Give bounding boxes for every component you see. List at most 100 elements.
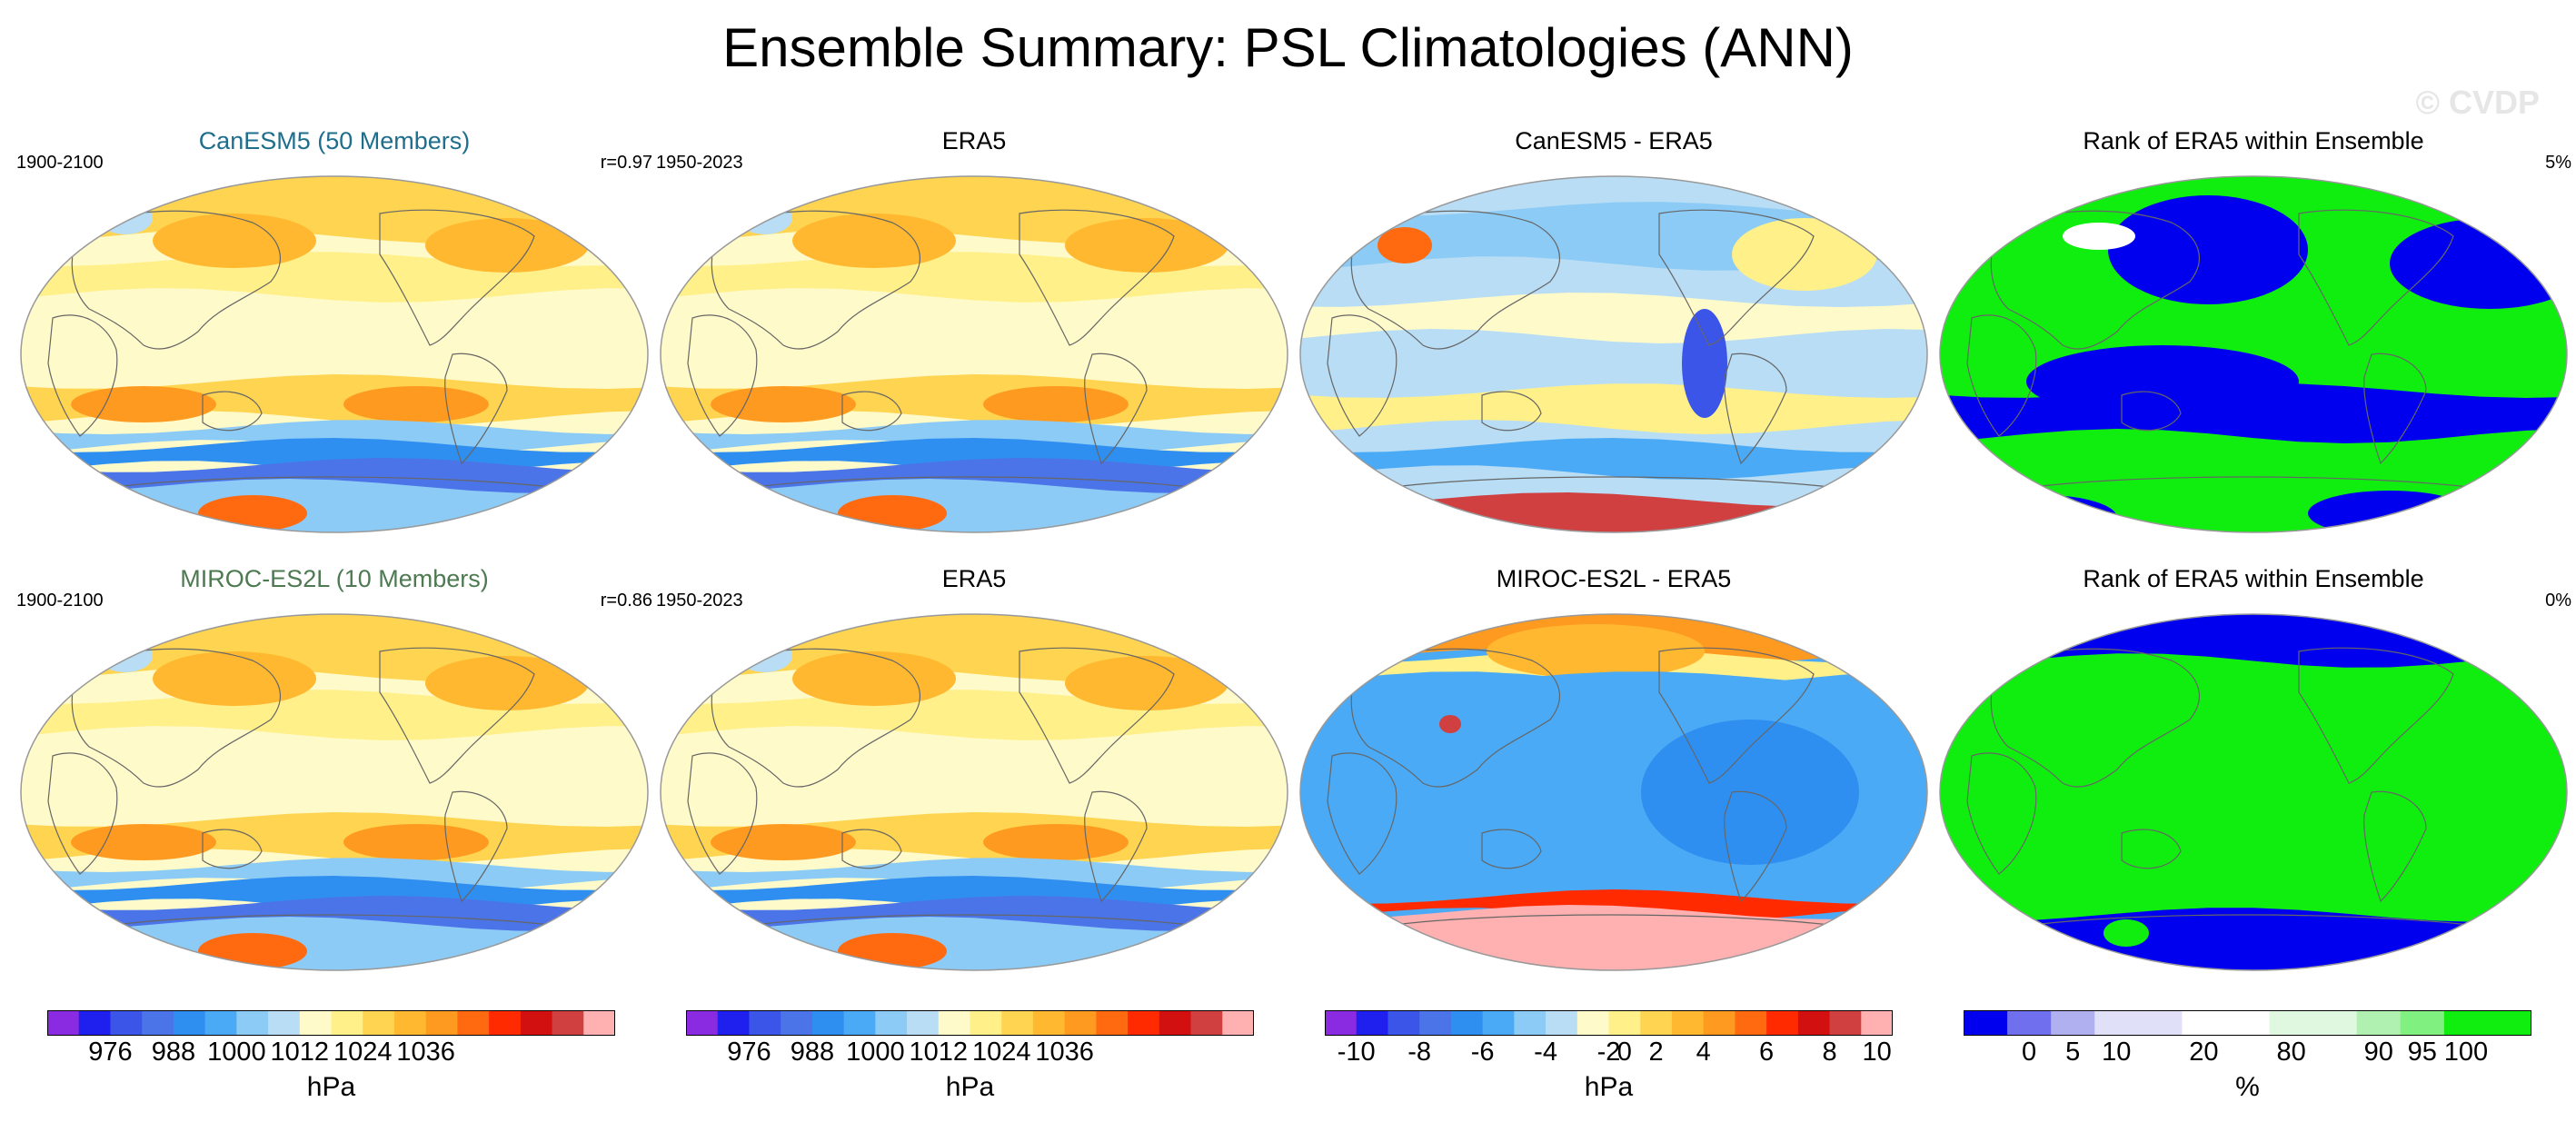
colorbar-swatches: 976 988 1000 1012 1024 1036 [47,1010,615,1067]
colorbar-unit: % [2235,1072,2260,1102]
colorbar-swatch [2094,1010,2139,1036]
colorbar-unit: hPa [306,1072,356,1102]
colorbar-tick-label: 20 [2189,1038,2218,1067]
panel-rank-percent: 0% [2545,591,2571,611]
colorbar-swatch [142,1010,174,1036]
panel-title: Rank of ERA5 within Ensemble [2083,565,2424,592]
colorbar-swatch [1482,1010,1515,1036]
colorbar-swatch [1190,1010,1223,1036]
colorbar-tick-label: 0 [2022,1038,2036,1067]
colorbar-swatch [1735,1010,1767,1036]
colorbar-swatch [552,1010,584,1036]
world-map-diff-icon [1299,613,1928,971]
colorbar-swatch [875,1010,908,1036]
world-map-diff-icon [1299,175,1928,533]
colorbar-swatch [2269,1010,2314,1036]
colorbar-tick-label: 95 [2408,1038,2437,1067]
colorbar-diff: -10 -8 -6 -4 -2 0 2 4 6 8 10 hPa [1325,1010,1893,1119]
panel-canesm5-rank: Rank of ERA5 within Ensemble 5% [1935,127,2571,533]
colorbar-tick-label: 1024 [972,1038,1031,1067]
colorbar-swatch [489,1010,522,1036]
colorbar-swatch [425,1010,458,1036]
panel-title: MIROC-ES2L (10 Members) [180,565,489,592]
colorbar-swatch [2356,1010,2402,1036]
colorbar-swatch [970,1010,1002,1036]
colorbar-swatch [1450,1010,1484,1036]
colorbar-swatch [781,1010,813,1036]
colorbar-tick-label: 6 [1759,1038,1774,1067]
colorbar-swatch [236,1010,269,1036]
panel-canesm5-mean: CanESM5 (50 Members) 1900-2100 r=0.97 [16,127,652,533]
panel-title: MIROC-ES2L - ERA5 [1496,565,1732,592]
colorbar-swatch [1001,1010,1034,1036]
world-map-psl-icon [20,613,649,971]
panel-miroc-mean: MIROC-ES2L (10 Members) 1900-2100 r=0.86 [16,565,652,971]
colorbar-swatch [1964,1010,2008,1036]
colorbar-swatch [520,1010,553,1036]
colorbar-swatch [268,1010,301,1036]
colorbar-tick-label: 976 [88,1038,132,1067]
colorbar-tick-label: 8 [1822,1038,1836,1067]
colorbar-swatch [1608,1010,1641,1036]
colorbar-swatch [2443,1010,2489,1036]
colorbar-swatch [1703,1010,1736,1036]
colorbar-swatch [1222,1010,1254,1036]
world-map-psl-icon [660,175,1288,533]
colorbar-tick-label: 1012 [910,1038,969,1067]
colorbar-swatch [299,1010,332,1036]
colorbar-swatch [1325,1010,1358,1036]
colorbar-swatch [2051,1010,2095,1036]
colorbar-tick-label: 1000 [207,1038,266,1067]
colorbar-unit: hPa [945,1072,995,1102]
colorbar-tick-label: 1000 [846,1038,905,1067]
colorbar-tick-label: -4 [1534,1038,1557,1067]
panel-correlation: r=0.86 [600,591,652,611]
colorbar-tick-label: 10 [1863,1038,1892,1067]
colorbar-swatch [686,1010,719,1036]
colorbar-swatch [1356,1010,1388,1036]
colorbar-tick-label: 1024 [333,1038,393,1067]
colorbar-tick-label: 1012 [271,1038,330,1067]
colorbar-tick-label: 90 [2364,1038,2393,1067]
panel-period: 1950-2023 [656,591,743,611]
colorbar-swatch [204,1010,237,1036]
colorbar-swatch [2225,1010,2271,1036]
colorbar-tick-label: 2 [1649,1038,1664,1067]
panel-canesm5-diff: CanESM5 - ERA5 [1296,127,1932,533]
colorbar-swatch [2312,1010,2358,1036]
colorbar-swatch [1419,1010,1452,1036]
world-map-psl-icon [660,613,1288,971]
figure-title: Ensemble Summary: PSL Climatologies (ANN… [722,17,1854,78]
colorbar-swatch [1671,1010,1705,1036]
colorbar-swatch [1514,1010,1547,1036]
colorbar-tick-label: 1036 [1035,1038,1094,1067]
panel-period: 1900-2100 [16,153,104,173]
panel-title: CanESM5 - ERA5 [1515,127,1713,154]
colorbar-swatch [110,1010,143,1036]
panel-period: 1950-2023 [656,153,743,173]
panel-era5-row1: ERA5 1950-2023 [656,127,1292,533]
colorbar-swatch [2400,1010,2445,1036]
panel-title: CanESM5 (50 Members) [198,127,471,154]
colorbar-swatch [1576,1010,1609,1036]
colorbar-tick-label: 4 [1696,1038,1711,1067]
colorbar-swatch [938,1010,970,1036]
colorbar-swatch [749,1010,781,1036]
colorbar-swatch [2007,1010,2052,1036]
colorbar-tick-label: 80 [2276,1038,2305,1067]
panel-title: Rank of ERA5 within Ensemble [2083,127,2424,154]
colorbar-tick-label: -2 [1597,1038,1621,1067]
colorbar-swatch [2182,1010,2226,1036]
panel-correlation: r=0.97 [600,153,652,173]
panel-miroc-diff: MIROC-ES2L - ERA5 [1296,565,1932,971]
colorbar-tick-label: 10 [2102,1038,2131,1067]
colorbar-tick-label: 5 [2065,1038,2080,1067]
colorbar-tick-label: 100 [2444,1038,2488,1067]
colorbar-tick-label: 988 [791,1038,834,1067]
colorbar-tick-label: -8 [1407,1038,1431,1067]
colorbar-rank: 0 5 10 20 80 90 95 100 % [1964,1010,2531,1119]
colorbar-swatch [363,1010,395,1036]
panel-period: 1900-2100 [16,591,104,611]
colorbar-swatch [717,1010,750,1036]
colorbar-swatch [1546,1010,1578,1036]
